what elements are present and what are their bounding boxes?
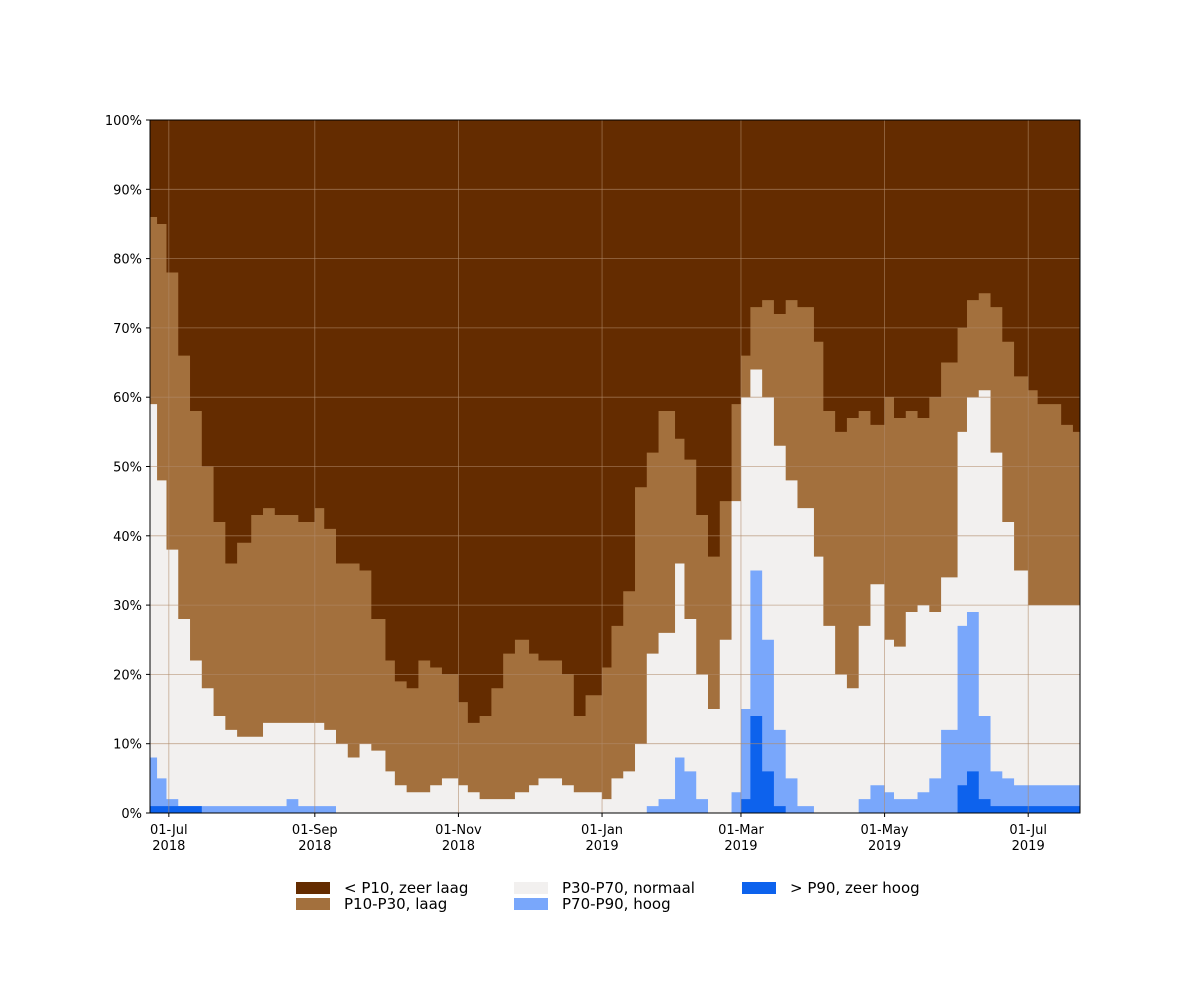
- area-hoog: [150, 570, 1080, 813]
- y-tick-label: 100%: [105, 114, 142, 129]
- legend-item-p70-p90: P70-P90, hoog: [514, 895, 671, 913]
- x-tick-label: 01-Jul: [150, 823, 188, 838]
- area-normaal: [150, 369, 1080, 813]
- x-tick-label: 01-Mar: [718, 823, 764, 838]
- legend-label-p30-p70: P30-P70, normaal: [562, 879, 695, 897]
- legend-swatch-p70-p90: [514, 898, 548, 910]
- x-tick-year-label: 2019: [1012, 839, 1045, 854]
- x-tick-year-label: 2018: [152, 839, 185, 854]
- y-tick-label: 60%: [113, 391, 142, 406]
- x-tick-year-label: 2019: [724, 839, 757, 854]
- legend-item-p90: > P90, zeer hoog: [742, 879, 920, 897]
- y-tick-label: 10%: [113, 738, 142, 753]
- area-laag: [150, 217, 1080, 813]
- y-tick-label: 70%: [113, 322, 142, 337]
- legend-swatch-p30-p70: [514, 882, 548, 894]
- legend-swatch-p10-p30: [296, 898, 330, 910]
- y-tick-label: 80%: [113, 253, 142, 268]
- y-tick-label: 40%: [113, 530, 142, 545]
- grid-lines: [150, 120, 1080, 813]
- legend-item-p10: < P10, zeer laag: [296, 879, 469, 897]
- legend-label-p10-p30: P10-P30, laag: [344, 895, 448, 913]
- x-axis: 01-Jul201801-Sep201801-Nov201801-Jan2019…: [150, 813, 1047, 854]
- x-tick-label: 01-May: [861, 823, 909, 838]
- y-axis: 0% 10% 20% 30% 40% 50% 60% 70% 80% 90% 100%: [105, 114, 150, 822]
- y-tick-label: 20%: [113, 668, 142, 683]
- x-tick-label: 01-Nov: [435, 823, 482, 838]
- area-zeer-hoog: [150, 715, 1080, 813]
- legend: < P10, zeer laag P10-P30, laag P30-P70, …: [296, 879, 996, 914]
- legend-swatch-p90: [742, 882, 776, 894]
- y-tick-label: 0%: [121, 807, 142, 822]
- y-tick-label: 50%: [113, 461, 142, 476]
- legend-label-p10: < P10, zeer laag: [344, 879, 469, 897]
- legend-label-p70-p90: P70-P90, hoog: [562, 895, 671, 913]
- legend-item-p10-p30: P10-P30, laag: [296, 895, 448, 913]
- y-tick-label: 90%: [113, 183, 142, 198]
- x-tick-year-label: 2019: [868, 839, 901, 854]
- y-tick-label: 30%: [113, 599, 142, 614]
- x-tick-label: 01-Jan: [581, 823, 623, 838]
- x-tick-year-label: 2018: [298, 839, 331, 854]
- x-tick-year-label: 2018: [442, 839, 475, 854]
- x-tick-year-label: 2019: [586, 839, 619, 854]
- x-tick-label: 01-Jul: [1009, 823, 1047, 838]
- x-tick-label: 01-Sep: [292, 823, 338, 838]
- legend-swatch-p10: [296, 882, 330, 894]
- legend-item-p30-p70: P30-P70, normaal: [514, 879, 695, 897]
- legend-label-p90: > P90, zeer hoog: [790, 879, 920, 897]
